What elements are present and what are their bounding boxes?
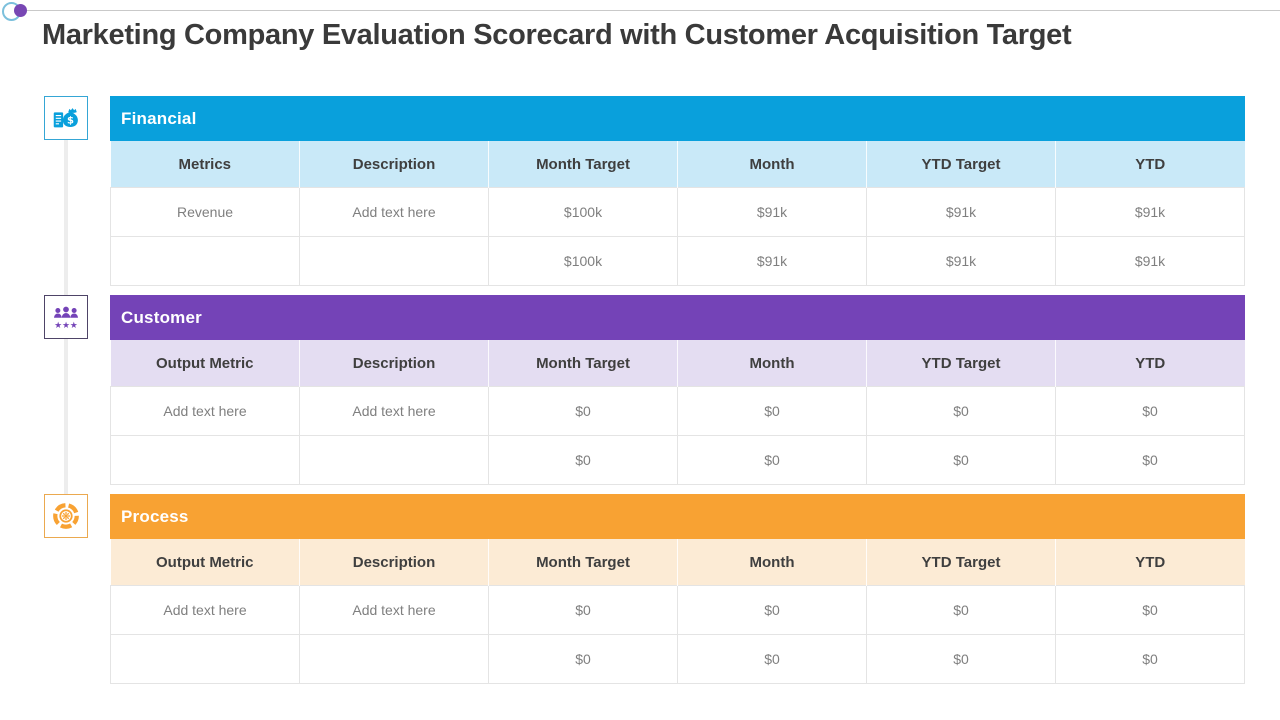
table-cell: Add text here (299, 386, 489, 436)
table-cell: $0 (488, 585, 678, 635)
table-cell: $0 (866, 585, 1056, 635)
col-header-ytd-target: YTD Target (866, 141, 1056, 188)
table-cell: $91k (1055, 236, 1245, 286)
page-title: Marketing Company Evaluation Scorecard w… (42, 19, 1072, 51)
col-header-description: Description (299, 340, 489, 387)
col-header-month-target: Month Target (488, 340, 678, 387)
col-header-month-target: Month Target (488, 539, 678, 586)
process-row-2: $0 $0 $0 $0 (110, 634, 1245, 684)
section-financial: Financial Metrics Description Month Targ… (110, 96, 1245, 286)
table-cell (110, 236, 300, 286)
col-header-ytd-target: YTD Target (866, 340, 1056, 387)
financial-row-2: $100k $91k $91k $91k (110, 236, 1245, 286)
financial-section-bar: Financial (110, 96, 1245, 141)
col-header-metrics: Metrics (110, 141, 300, 188)
table-cell: $100k (488, 187, 678, 237)
process-header-row: Output Metric Description Month Target M… (110, 539, 1245, 586)
table-cell: $91k (866, 187, 1056, 237)
table-cell: $0 (866, 634, 1056, 684)
table-cell: $91k (677, 187, 867, 237)
table-cell: $0 (677, 435, 867, 485)
process-row-1: Add text here Add text here $0 $0 $0 $0 (110, 585, 1245, 635)
table-cell: $91k (866, 236, 1056, 286)
process-table: Output Metric Description Month Target M… (110, 539, 1245, 684)
table-cell: Add text here (299, 585, 489, 635)
table-cell: $0 (866, 386, 1056, 436)
table-cell: $0 (866, 435, 1056, 485)
customer-table: Output Metric Description Month Target M… (110, 340, 1245, 485)
table-cell: $0 (1055, 634, 1245, 684)
table-cell: $0 (488, 634, 678, 684)
svg-text:$: $ (67, 116, 74, 127)
col-header-month: Month (677, 539, 867, 586)
col-header-ytd-target: YTD Target (866, 539, 1056, 586)
col-header-output-metric: Output Metric (110, 340, 300, 387)
table-cell: $0 (1055, 386, 1245, 436)
customer-icon-box: ★★★ (44, 295, 88, 339)
table-cell: Revenue (110, 187, 300, 237)
col-header-month: Month (677, 340, 867, 387)
svg-text:★★★: ★★★ (54, 321, 78, 331)
people-group-icon: ★★★ (51, 302, 81, 332)
table-cell (299, 435, 489, 485)
table-cell: $0 (677, 386, 867, 436)
process-section-title: Process (121, 506, 189, 526)
table-cell: $0 (1055, 585, 1245, 635)
col-header-ytd: YTD (1055, 141, 1245, 188)
table-cell: Add text here (110, 585, 300, 635)
col-header-description: Description (299, 141, 489, 188)
customer-section-title: Customer (121, 307, 202, 327)
financial-row-1: Revenue Add text here $100k $91k $91k $9… (110, 187, 1245, 237)
money-bag-icon: $ (51, 103, 81, 133)
table-cell: $91k (677, 236, 867, 286)
financial-table: Metrics Description Month Target Month Y… (110, 141, 1245, 286)
table-cell (299, 236, 489, 286)
table-cell: $100k (488, 236, 678, 286)
process-icon-box (44, 494, 88, 538)
col-header-output-metric: Output Metric (110, 539, 300, 586)
table-cell: $0 (677, 634, 867, 684)
top-divider-line (25, 10, 1280, 11)
header-accent-dot-icon (14, 4, 27, 17)
table-cell: $0 (488, 386, 678, 436)
col-header-month: Month (677, 141, 867, 188)
table-cell: $91k (1055, 187, 1245, 237)
table-cell: $0 (1055, 435, 1245, 485)
financial-header-row: Metrics Description Month Target Month Y… (110, 141, 1245, 188)
customer-row-1: Add text here Add text here $0 $0 $0 $0 (110, 386, 1245, 436)
process-section-bar: Process (110, 494, 1245, 539)
table-cell: Add text here (299, 187, 489, 237)
table-cell: $0 (488, 435, 678, 485)
financial-icon-box: $ (44, 96, 88, 140)
table-cell: Add text here (110, 386, 300, 436)
col-header-ytd: YTD (1055, 539, 1245, 586)
target-gear-icon (51, 501, 81, 531)
table-cell (110, 435, 300, 485)
table-cell: $0 (677, 585, 867, 635)
customer-row-2: $0 $0 $0 $0 (110, 435, 1245, 485)
table-cell (110, 634, 300, 684)
financial-section-title: Financial (121, 108, 197, 128)
col-header-month-target: Month Target (488, 141, 678, 188)
customer-header-row: Output Metric Description Month Target M… (110, 340, 1245, 387)
section-customer: Customer Output Metric Description Month… (110, 295, 1245, 485)
table-cell (299, 634, 489, 684)
col-header-ytd: YTD (1055, 340, 1245, 387)
col-header-description: Description (299, 539, 489, 586)
section-process: Process Output Metric Description Month … (110, 494, 1245, 684)
customer-section-bar: Customer (110, 295, 1245, 340)
